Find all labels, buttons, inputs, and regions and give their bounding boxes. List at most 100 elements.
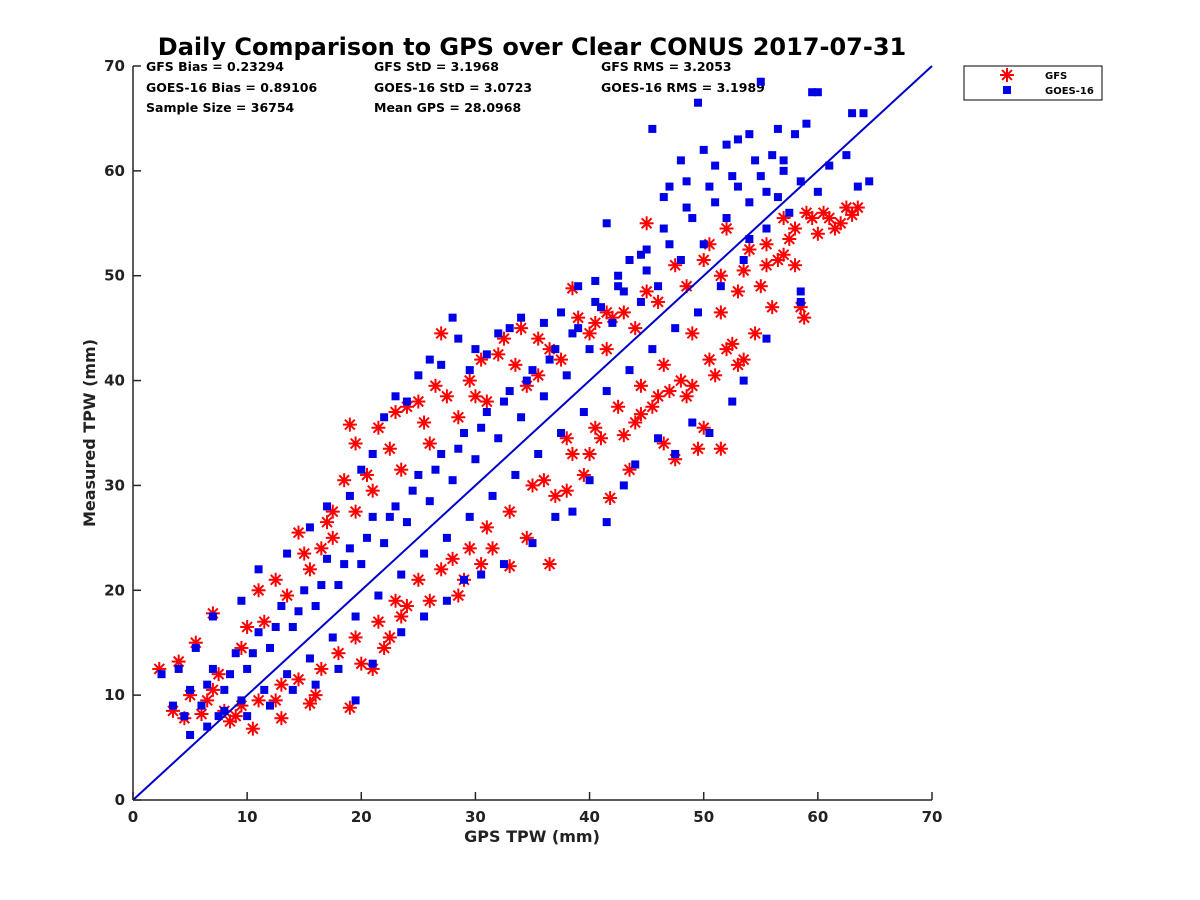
gfs-point [394, 462, 409, 477]
y-tick-label: 20 [104, 581, 125, 599]
goes16-point [528, 539, 537, 548]
gfs-point [371, 614, 386, 629]
gfs-point [251, 693, 266, 708]
x-tick-label: 10 [237, 808, 258, 826]
goes16-point [220, 706, 229, 715]
goes16-point [762, 187, 771, 196]
goes16-point [174, 664, 183, 673]
gfs-point [559, 483, 574, 498]
gfs-point [691, 441, 706, 456]
gfs-point [365, 483, 380, 498]
goes16-point [265, 701, 274, 710]
goes16-point [665, 240, 674, 249]
goes16-point [368, 512, 377, 521]
goes16-point [471, 455, 480, 464]
goes16-point [619, 287, 628, 296]
gfs-point [257, 614, 272, 629]
gfs-point [514, 321, 529, 336]
x-tick-label: 30 [465, 808, 486, 826]
gfs-point [194, 707, 209, 722]
gfs-point [274, 677, 289, 692]
goes16-point [243, 712, 252, 721]
gfs-point [759, 237, 774, 252]
goes16-point [585, 345, 594, 354]
goes16-point [448, 313, 457, 322]
goes16-point [442, 533, 451, 542]
gfs-point [748, 326, 763, 341]
gfs-point [439, 389, 454, 404]
goes16-point [494, 329, 503, 338]
x-tick-label: 20 [351, 808, 372, 826]
gfs-point [468, 389, 483, 404]
y-tick-label: 50 [104, 267, 125, 285]
scatter-points [152, 77, 874, 739]
legend-marker-gfs [1000, 68, 1014, 82]
gfs-point [428, 378, 443, 393]
goes16-point [283, 670, 292, 679]
goes16-point [254, 565, 263, 574]
goes16-point [808, 88, 817, 97]
goes16-point [762, 224, 771, 233]
goes16-point [437, 449, 446, 458]
goes16-point [425, 355, 434, 364]
goes16-point [517, 413, 526, 422]
goes16-point [602, 219, 611, 228]
stat-goes-bias: GOES-16 Bias = 0.89106 [146, 80, 317, 95]
gfs-point [337, 473, 352, 488]
gfs-point [251, 583, 266, 598]
goes16-point [402, 397, 411, 406]
goes16-point [345, 491, 354, 500]
x-tick-label: 60 [807, 808, 828, 826]
goes16-point [779, 166, 788, 175]
goes16-point [631, 460, 640, 469]
gfs-point [633, 378, 648, 393]
goes16-point [853, 182, 862, 191]
gfs-point [508, 357, 523, 372]
goes16-point [642, 266, 651, 275]
one-to-one-line [132, 65, 933, 801]
gfs-point [491, 347, 506, 362]
goes16-point [482, 408, 491, 417]
gfs-point [297, 546, 312, 561]
gfs-point [542, 557, 557, 572]
goes16-point [300, 586, 309, 595]
gfs-point [730, 284, 745, 299]
goes16-point [357, 465, 366, 474]
x-axis-label: GPS TPW (mm) [464, 827, 600, 846]
goes16-point [397, 570, 406, 579]
goes16-point [642, 245, 651, 254]
gfs-point [171, 654, 186, 669]
goes16-point [208, 664, 217, 673]
goes16-point [557, 308, 566, 317]
gfs-point [388, 405, 403, 420]
legend-marker-goes16 [1003, 86, 1011, 94]
goes16-point [323, 502, 332, 511]
goes16-point [391, 392, 400, 401]
gfs-point [753, 279, 768, 294]
goes16-point [431, 465, 440, 474]
gfs-point [479, 394, 494, 409]
goes16-point [402, 518, 411, 527]
goes16-point [745, 198, 754, 207]
goes16-point [636, 297, 645, 306]
stat-gfs-bias: GFS Bias = 0.23294 [146, 59, 284, 74]
gfs-point [719, 221, 734, 236]
goes16-point [671, 324, 680, 333]
goes16-point [294, 607, 303, 616]
stat-gfs-std: GFS StD = 3.1968 [374, 59, 499, 74]
goes16-point [351, 696, 360, 705]
goes16-point [614, 271, 623, 280]
goes16-point [796, 287, 805, 296]
gfs-point [603, 491, 618, 506]
goes16-point [745, 235, 754, 244]
goes16-point [357, 560, 366, 569]
goes16-point [340, 560, 349, 569]
goes16-point [494, 434, 503, 443]
goes16-point [408, 486, 417, 495]
x-tick-label: 50 [693, 808, 714, 826]
goes16-point [654, 434, 663, 443]
gfs-point [850, 200, 865, 215]
gfs-point [417, 415, 432, 430]
y-tick-label: 0 [115, 791, 125, 809]
